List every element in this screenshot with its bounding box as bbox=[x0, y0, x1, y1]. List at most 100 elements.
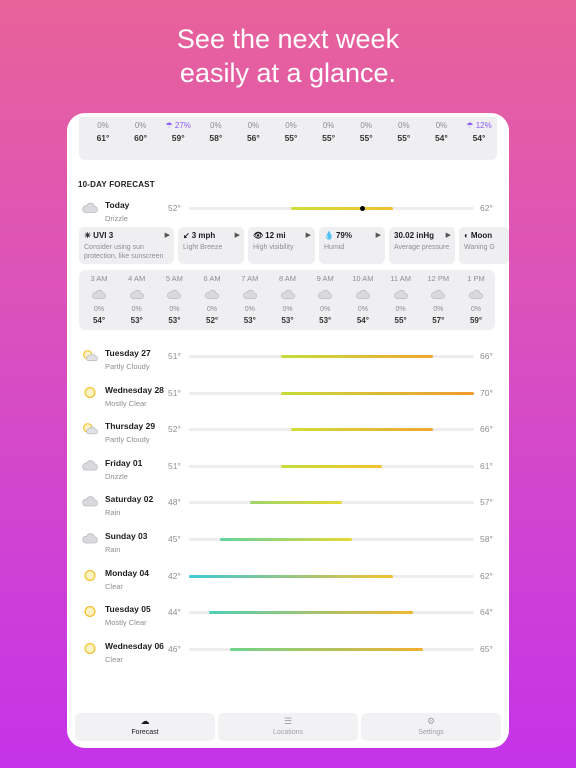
temp-range-fill bbox=[189, 574, 393, 578]
day-low-temp: 46° bbox=[168, 643, 181, 654]
chevron-right-icon: ▶ bbox=[164, 232, 170, 239]
day-low-temp: 51° bbox=[168, 351, 181, 361]
hourly-item: 11 AM 0% 55° bbox=[383, 274, 419, 327]
humidity-card[interactable]: 💧 79% Humid ▶ bbox=[319, 227, 385, 264]
tab-label: Settings bbox=[418, 729, 444, 736]
precip-percent: 0% bbox=[123, 120, 159, 131]
hourly-forecast[interactable]: 3 AM 0% 54° 4 AM 0% 53° 5 AM 0% 53° 6 AM 0% 52° 7 AM… bbox=[79, 270, 495, 330]
day-condition: Partly Cloudy bbox=[105, 362, 150, 371]
day-row[interactable]: Wednesday 28 Mostly Clear 51° 70° bbox=[67, 384, 509, 420]
hour-temp: 60° bbox=[134, 133, 148, 143]
chevron-right-icon: ▶ bbox=[234, 232, 240, 239]
wind-card[interactable]: ↙ 3 mph Light Breeze ▶ bbox=[178, 227, 244, 264]
day-high-temp: 66° bbox=[480, 424, 493, 435]
day-low-temp: 42° bbox=[168, 570, 181, 581]
day-row[interactable]: Thursday 29 Partly Cloudy 52° 66° bbox=[67, 420, 509, 456]
tab-settings[interactable]: ⚙ Settings bbox=[361, 713, 501, 741]
day-name: Monday 04 bbox=[105, 567, 149, 578]
day-condition: Mostly Clear bbox=[105, 618, 147, 628]
hour-temp: 55° bbox=[394, 316, 407, 325]
hour-temp: 53° bbox=[168, 316, 181, 325]
card-icon: ◐ bbox=[464, 231, 469, 240]
partly-cloudy-icon bbox=[81, 349, 99, 363]
cloud-icon: ☁ bbox=[140, 716, 150, 726]
day-name: Tuesday 05 bbox=[105, 604, 151, 615]
top-strip-hour: ☂ 27% 59° bbox=[160, 120, 196, 145]
card-title: ☀ UVI 3 bbox=[84, 231, 169, 240]
day-high-temp: 64° bbox=[480, 607, 493, 618]
cloud-icon bbox=[232, 287, 268, 301]
hour-temp: 54° bbox=[434, 133, 448, 143]
day-row[interactable]: Sunday 03 Rain 45° 58° bbox=[67, 530, 509, 566]
tab-locations[interactable]: ☰ Locations bbox=[218, 713, 358, 741]
day-low-temp: 51° bbox=[168, 460, 181, 471]
temp-range-fill bbox=[229, 647, 424, 651]
temp-range-fill bbox=[280, 464, 383, 468]
sun-icon bbox=[81, 642, 99, 656]
cloud-icon bbox=[81, 459, 99, 473]
hour-temp: 61° bbox=[96, 133, 110, 143]
tab-forecast[interactable]: ☁ Forecast bbox=[75, 713, 215, 741]
hour-temp: 54° bbox=[356, 316, 369, 325]
day-row[interactable]: Monday 04 Clear 42° 62° bbox=[67, 567, 509, 603]
hour-temp: 53° bbox=[281, 316, 294, 325]
precip-value: 0% bbox=[322, 121, 335, 130]
day-row[interactable]: Wednesday 06 Clear 46° 65° bbox=[67, 640, 509, 676]
day-row[interactable]: Friday 01 Drizzle 51° 61° bbox=[67, 457, 509, 493]
hour-temp: 59° bbox=[171, 133, 185, 143]
hour-temp: 52° bbox=[206, 316, 219, 325]
top-strip-hour: 0% 58° bbox=[198, 120, 234, 145]
hourly-item: 5 AM 0% 53° bbox=[156, 274, 192, 327]
precip-value: 27% bbox=[174, 121, 191, 130]
temp-range-fill bbox=[280, 355, 434, 358]
day-row-today[interactable]: Today Drizzle 52° 62° bbox=[67, 199, 509, 235]
chevron-right-icon: ▶ bbox=[445, 232, 451, 239]
day-row[interactable]: Tuesday 27 Partly Cloudy 51° 66° bbox=[67, 347, 509, 383]
moon-card[interactable]: ◐ Moon Waning G bbox=[459, 227, 509, 264]
precip-percent: 0% bbox=[244, 306, 255, 313]
app-window: 0% 61° 0% 60° ☂ 27% 59° 0% 58° 0% 56° 0% 55° 0% 55° 0%… bbox=[67, 113, 509, 748]
card-value: 3 mph bbox=[191, 231, 216, 240]
precip-percent: 0% bbox=[320, 306, 331, 313]
cloud-icon bbox=[458, 287, 494, 301]
day-row[interactable]: Tuesday 05 Mostly Clear 44° 64° bbox=[67, 603, 509, 639]
precip-percent: 0% bbox=[282, 306, 293, 313]
card-icon: 💧 bbox=[324, 231, 334, 240]
cloud-icon bbox=[81, 287, 117, 301]
hourly-item: 4 AM 0% 53° bbox=[119, 274, 155, 327]
hour-temp: 58° bbox=[209, 133, 223, 143]
hour-label: 1 PM bbox=[467, 274, 485, 283]
card-subtitle: Light Breeze bbox=[183, 244, 223, 251]
uv-index-card[interactable]: ☀ UVI 3 Consider using sun protection, lik… bbox=[79, 227, 174, 264]
hourly-item: 3 AM 0% 54° bbox=[81, 274, 117, 327]
visibility-card[interactable]: 👁 12 mi High visibility ▶ bbox=[248, 227, 315, 264]
gear-icon: ⚙ bbox=[426, 716, 436, 726]
precip-percent: 0% bbox=[433, 306, 444, 313]
day-low-temp: 52° bbox=[168, 424, 181, 435]
card-subtitle: Waning G bbox=[464, 244, 495, 251]
pressure-card[interactable]: 30.02 inHg Average pressure ▶ bbox=[389, 227, 455, 264]
temp-range-track bbox=[189, 391, 474, 395]
card-subtitle: Average pressure bbox=[394, 244, 450, 251]
precip-percent: 0% bbox=[311, 120, 347, 131]
card-title: 30.02 inHg bbox=[394, 231, 450, 240]
hourly-strip-top[interactable]: 0% 61° 0% 60° ☂ 27% 59° 0% 58° 0% 56° 0% 55° 0% 55° 0%… bbox=[79, 117, 497, 160]
day-condition: Rain bbox=[105, 508, 121, 518]
precip-percent: ☂ 27% bbox=[160, 120, 196, 131]
cloud-icon bbox=[81, 495, 99, 509]
day-row[interactable]: Saturday 02 Rain 48° 57° bbox=[67, 493, 509, 529]
precip-percent: 0% bbox=[131, 306, 142, 313]
precip-percent: 0% bbox=[93, 306, 105, 313]
card-title: 👁 12 mi bbox=[253, 231, 310, 240]
top-strip-hour: 0% 56° bbox=[235, 120, 271, 145]
day-name: Friday 01 bbox=[105, 457, 143, 468]
precip-percent: 0% bbox=[348, 120, 384, 131]
precip-value: 12% bbox=[475, 121, 492, 130]
hour-label: 8 AM bbox=[278, 274, 297, 283]
top-strip-hour: 0% 60° bbox=[123, 120, 159, 145]
card-subtitle: Humid bbox=[324, 244, 345, 251]
sun-icon bbox=[81, 386, 99, 400]
temp-range-fill bbox=[219, 538, 352, 541]
hour-temp: 56° bbox=[246, 133, 260, 143]
precip-percent: 0% bbox=[395, 306, 406, 313]
